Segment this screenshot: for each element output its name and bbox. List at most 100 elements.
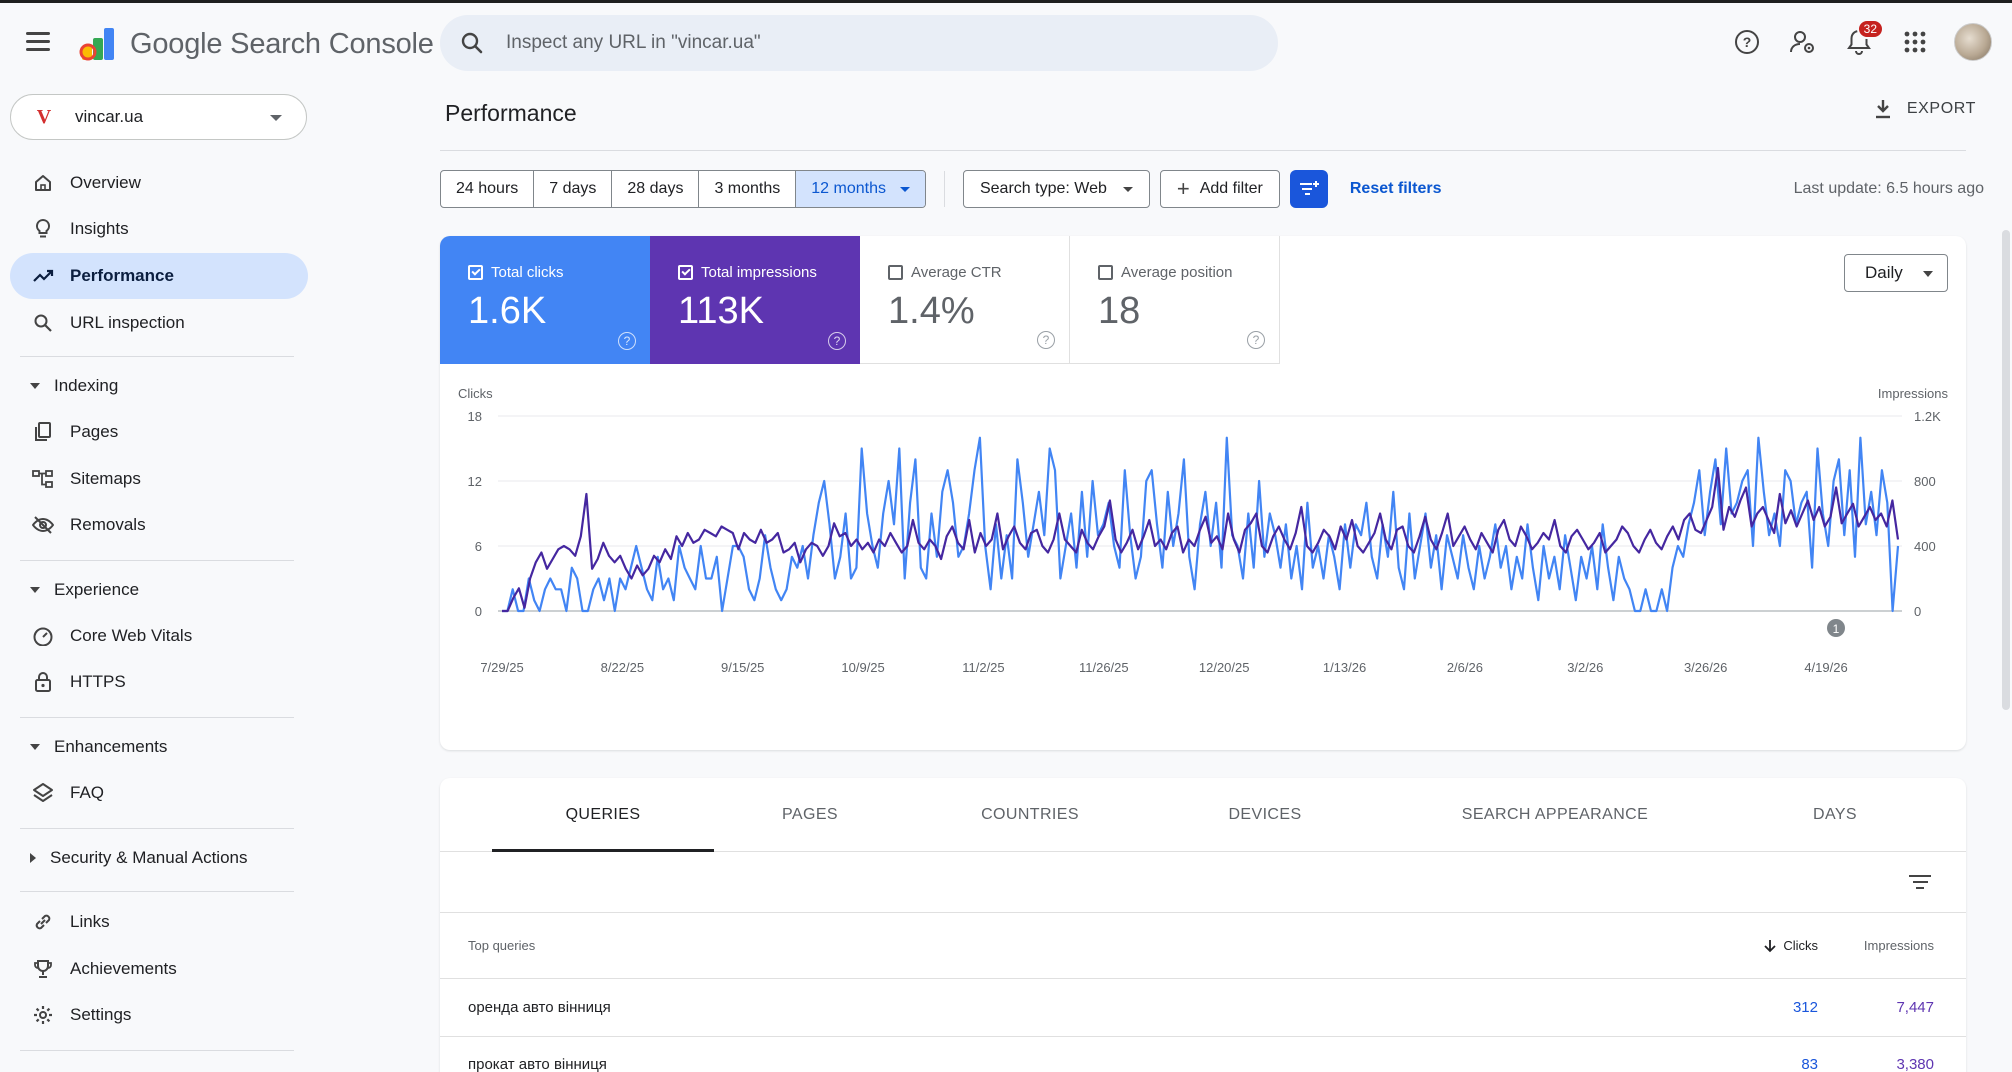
metric-label: Average CTR (911, 264, 1002, 281)
range-3-months[interactable]: 3 months (699, 171, 797, 207)
metric-value: 18 (1098, 290, 1141, 332)
table-filter-icon[interactable] (1906, 868, 1934, 896)
notification-count-badge: 32 (1856, 19, 1884, 39)
search-type-filter[interactable]: Search type: Web (962, 170, 1150, 208)
property-name: vincar.ua (75, 107, 144, 126)
search-console-logo[interactable]: Google Search Console (78, 23, 434, 65)
add-filter-button[interactable]: + Add filter (1159, 170, 1280, 208)
x-tick-label: 11/2/25 (962, 660, 1004, 675)
search-input[interactable] (506, 32, 1246, 54)
sidebar-item-pages[interactable]: Pages (10, 409, 308, 455)
left-tick-label: 6 (475, 539, 482, 554)
sidebar-item-label: FAQ (70, 783, 105, 802)
sidebar-item-url-inspection[interactable]: URL inspection (10, 300, 308, 346)
filter-settings-button[interactable] (1289, 170, 1328, 208)
reset-filters-link[interactable]: Reset filters (1349, 180, 1442, 197)
sidebar-item-insights[interactable]: Insights (10, 206, 308, 252)
notifications-icon[interactable]: 32 (1842, 19, 1884, 59)
x-tick-label: 11/26/25 (1079, 660, 1129, 675)
sidebar-item-performance[interactable]: Performance (10, 253, 308, 299)
lock-icon (32, 671, 54, 693)
sidebar-item-sitemaps[interactable]: Sitemaps (10, 456, 308, 502)
tab-countries[interactable]: COUNTRIES (981, 806, 1079, 823)
query-cell[interactable]: прокат авто вінниця (468, 1056, 607, 1072)
help-icon[interactable]: ? (1037, 331, 1055, 349)
help-icon[interactable]: ? (828, 332, 846, 350)
help-icon[interactable]: ? (1247, 331, 1265, 349)
sidebar-item-label: Settings (70, 1005, 132, 1024)
metric-total-clicks[interactable]: Total clicks 1.6K ? (440, 236, 650, 364)
tab-pages[interactable]: PAGES (782, 806, 838, 823)
sidebar-item-faq[interactable]: FAQ (10, 770, 308, 816)
app-title: Google Search Console (130, 27, 434, 60)
table-divider (440, 912, 1966, 913)
sidebar-divider (20, 560, 294, 561)
header-divider (440, 150, 1966, 151)
help-icon[interactable]: ? (1730, 25, 1764, 59)
last-update-text: Last update: 6.5 hours ago (1793, 180, 1984, 197)
metric-label: Total clicks (491, 264, 564, 281)
sidebar-divider (20, 1050, 294, 1051)
sidebar-item-achievements[interactable]: Achievements (10, 946, 308, 992)
series-line-clicks (502, 436, 1900, 613)
tab-search-appearance[interactable]: SEARCH APPEARANCE (1461, 806, 1649, 823)
right-tick-label: 1.2K (1914, 409, 1941, 424)
x-tick-label: 4/19/26 (1804, 660, 1847, 675)
metric-value: 1.4% (888, 290, 975, 332)
sidebar-item-overview[interactable]: Overview (10, 160, 308, 206)
metric-average-position[interactable]: Average position 18 ? (1070, 236, 1280, 364)
x-tick-label: 7/29/25 (480, 660, 523, 675)
clicks-cell: 83 (1801, 1056, 1818, 1072)
sidebar-section-enhancements[interactable]: Enhancements (30, 727, 167, 767)
sidebar-item-links[interactable]: Links (10, 899, 308, 945)
lightbulb-icon (32, 218, 54, 240)
search-type-label: Search type: Web (979, 180, 1107, 197)
sidebar-item-https[interactable]: HTTPS (10, 659, 308, 705)
tab-days[interactable]: DAYS (1813, 806, 1857, 823)
sidebar-item-settings[interactable]: Settings (10, 992, 308, 1038)
column-header-impressions[interactable]: Impressions (1863, 938, 1934, 953)
sidebar-item-label: Pages (70, 422, 119, 441)
query-cell[interactable]: оренда авто вінниця (468, 999, 611, 1016)
range-label: 12 months (811, 180, 886, 197)
account-avatar[interactable] (1954, 23, 1992, 61)
sidebar-item-label: HTTPS (70, 672, 126, 691)
performance-table-card: QUERIES PAGES COUNTRIES DEVICES SEARCH A… (440, 778, 1966, 1072)
range-12-months[interactable]: 12 months (796, 171, 925, 207)
sidebar-item-core-web-vitals[interactable]: Core Web Vitals (10, 613, 308, 659)
checkbox-checked-icon (678, 265, 693, 280)
sidebar-divider (20, 828, 294, 829)
sidebar-item-removals[interactable]: Removals (10, 502, 308, 548)
page-scrollbar[interactable] (2002, 230, 2010, 710)
layers-icon (32, 782, 54, 804)
svg-text:?: ? (1743, 34, 1752, 50)
sidebar-section-experience[interactable]: Experience (30, 570, 139, 610)
range-24-hours[interactable]: 24 hours (441, 171, 535, 207)
user-settings-icon[interactable] (1786, 25, 1820, 59)
help-icon[interactable]: ? (618, 332, 636, 350)
home-icon (32, 172, 54, 194)
clicks-header-label: Clicks (1783, 938, 1818, 953)
tab-queries[interactable]: QUERIES (565, 806, 641, 823)
apps-grid-icon[interactable] (1898, 25, 1932, 59)
range-28-days[interactable]: 28 days (612, 171, 700, 207)
caret-down-icon (30, 383, 40, 389)
url-inspection-search[interactable] (440, 15, 1278, 71)
filter-separator (943, 171, 945, 207)
checkbox-unchecked-icon (1098, 265, 1113, 280)
range-7-days[interactable]: 7 days (534, 171, 613, 207)
granularity-select[interactable]: Daily (1844, 254, 1948, 292)
tab-devices[interactable]: DEVICES (1228, 806, 1302, 823)
pages-icon (32, 421, 54, 443)
checkbox-unchecked-icon (888, 265, 903, 280)
column-header-clicks[interactable]: Clicks (1698, 938, 1818, 953)
sidebar-section-indexing[interactable]: Indexing (30, 366, 118, 406)
export-button[interactable]: EXPORT (1873, 98, 1976, 120)
filter-add-icon (1299, 181, 1319, 195)
sidebar-section-security[interactable]: Security & Manual Actions (30, 838, 247, 878)
metric-average-ctr[interactable]: Average CTR 1.4% ? (860, 236, 1070, 364)
metric-total-impressions[interactable]: Total impressions 113K ? (650, 236, 860, 364)
property-selector[interactable]: V vincar.ua (10, 94, 307, 140)
main-menu-button[interactable] (26, 25, 58, 57)
property-logo: V (36, 105, 52, 128)
